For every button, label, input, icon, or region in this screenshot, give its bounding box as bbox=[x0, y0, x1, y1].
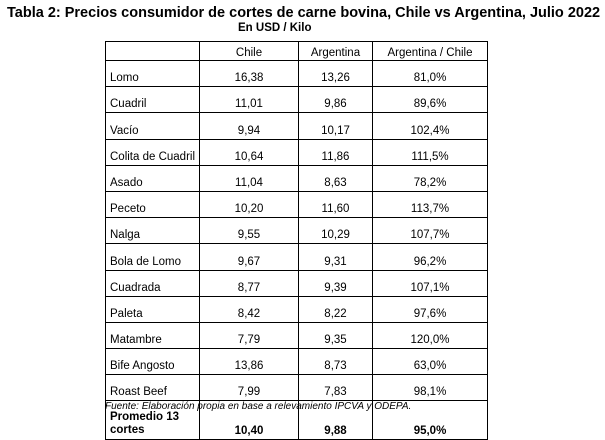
table-row: Roast Beef 7,99 7,83 98,1% bbox=[105, 374, 488, 402]
argentina-price: 9,35 bbox=[298, 321, 373, 350]
argentina-price: 9,31 bbox=[298, 243, 373, 271]
ratio-value: 78,2% bbox=[372, 164, 488, 192]
argentina-price: 8,22 bbox=[298, 295, 373, 323]
table-row: Cuadrada 8,77 9,39 107,1% bbox=[105, 269, 488, 297]
cut-name: Cuadril bbox=[105, 86, 200, 114]
cut-name: Cuadrada bbox=[105, 269, 200, 297]
ratio-value: 120,0% bbox=[372, 321, 488, 350]
chile-price: 10,20 bbox=[199, 190, 299, 219]
table-row: Peceto 10,20 11,60 113,7% bbox=[105, 190, 488, 219]
cut-name: Roast Beef bbox=[105, 374, 200, 402]
table-row: Bola de Lomo 9,67 9,31 96,2% bbox=[105, 243, 488, 271]
argentina-price: 9,39 bbox=[298, 269, 373, 297]
argentina-price: 8,63 bbox=[298, 164, 373, 192]
price-table: Chile Argentina Argentina / Chile Lomo 1… bbox=[105, 41, 488, 440]
ratio-value: 113,7% bbox=[372, 190, 488, 219]
ratio-value: 98,1% bbox=[372, 374, 488, 402]
cut-name: Vacío bbox=[105, 112, 200, 140]
argentina-price: 9,86 bbox=[298, 86, 373, 114]
chile-price: 10,64 bbox=[199, 138, 299, 166]
cut-name: Lomo bbox=[105, 59, 200, 88]
cut-name: Bife Angosto bbox=[105, 348, 200, 376]
cut-name: Matambre bbox=[105, 321, 200, 350]
ratio-value: 89,6% bbox=[372, 86, 488, 114]
ratio-value: 111,5% bbox=[372, 138, 488, 166]
header-chile: Chile bbox=[199, 41, 299, 61]
header-row: Chile Argentina Argentina / Chile bbox=[105, 41, 488, 61]
table-title: Tabla 2: Precios consumidor de cortes de… bbox=[7, 5, 601, 21]
table-row: Nalga 9,55 10,29 107,7% bbox=[105, 217, 488, 245]
ratio-value: 102,4% bbox=[372, 112, 488, 140]
header-argentina: Argentina bbox=[298, 41, 373, 61]
source-note: Fuente: Elaboración propia en base a rel… bbox=[105, 401, 412, 412]
ratio-value: 96,2% bbox=[372, 243, 488, 271]
chile-price: 9,94 bbox=[199, 112, 299, 140]
table-row: Colita de Cuadril 10,64 11,86 111,5% bbox=[105, 138, 488, 166]
ratio-value: 63,0% bbox=[372, 348, 488, 376]
chile-price: 9,67 bbox=[199, 243, 299, 271]
argentina-price: 11,86 bbox=[298, 138, 373, 166]
argentina-price: 8,73 bbox=[298, 348, 373, 376]
chile-price: 16,38 bbox=[199, 59, 299, 88]
table-row: Matambre 7,79 9,35 120,0% bbox=[105, 321, 488, 350]
argentina-price: 10,29 bbox=[298, 217, 373, 245]
chile-price: 13,86 bbox=[199, 348, 299, 376]
argentina-price: 11,60 bbox=[298, 190, 373, 219]
chile-price: 7,99 bbox=[199, 374, 299, 402]
chile-price: 8,42 bbox=[199, 295, 299, 323]
table-subtitle: En USD / Kilo bbox=[238, 22, 312, 34]
cut-name: Bola de Lomo bbox=[105, 243, 200, 271]
argentina-price: 13,26 bbox=[298, 59, 373, 88]
table-header: Chile Argentina Argentina / Chile bbox=[105, 41, 488, 61]
table-row: Cuadril 11,01 9,86 89,6% bbox=[105, 86, 488, 114]
ratio-value: 97,6% bbox=[372, 295, 488, 323]
cut-name: Peceto bbox=[105, 190, 200, 219]
header-cut bbox=[105, 41, 200, 61]
argentina-price: 7,83 bbox=[298, 374, 373, 402]
chile-price: 8,77 bbox=[199, 269, 299, 297]
chile-price: 11,04 bbox=[199, 164, 299, 192]
cut-name: Asado bbox=[105, 164, 200, 192]
ratio-value: 107,7% bbox=[372, 217, 488, 245]
cut-name: Colita de Cuadril bbox=[105, 138, 200, 166]
header-ratio: Argentina / Chile bbox=[372, 41, 488, 61]
table-body: Lomo 16,38 13,26 81,0% Cuadril 11,01 9,8… bbox=[105, 59, 488, 402]
chile-price: 11,01 bbox=[199, 86, 299, 114]
table-row: Asado 11,04 8,63 78,2% bbox=[105, 164, 488, 192]
ratio-value: 81,0% bbox=[372, 59, 488, 88]
cut-name: Paleta bbox=[105, 295, 200, 323]
table-row: Bife Angosto 13,86 8,73 63,0% bbox=[105, 348, 488, 376]
table-row: Vacío 9,94 10,17 102,4% bbox=[105, 112, 488, 140]
chile-price: 9,55 bbox=[199, 217, 299, 245]
cut-name: Nalga bbox=[105, 217, 200, 245]
table-row: Lomo 16,38 13,26 81,0% bbox=[105, 59, 488, 88]
table-row: Paleta 8,42 8,22 97,6% bbox=[105, 295, 488, 323]
argentina-price: 10,17 bbox=[298, 112, 373, 140]
chile-price: 7,79 bbox=[199, 321, 299, 350]
ratio-value: 107,1% bbox=[372, 269, 488, 297]
